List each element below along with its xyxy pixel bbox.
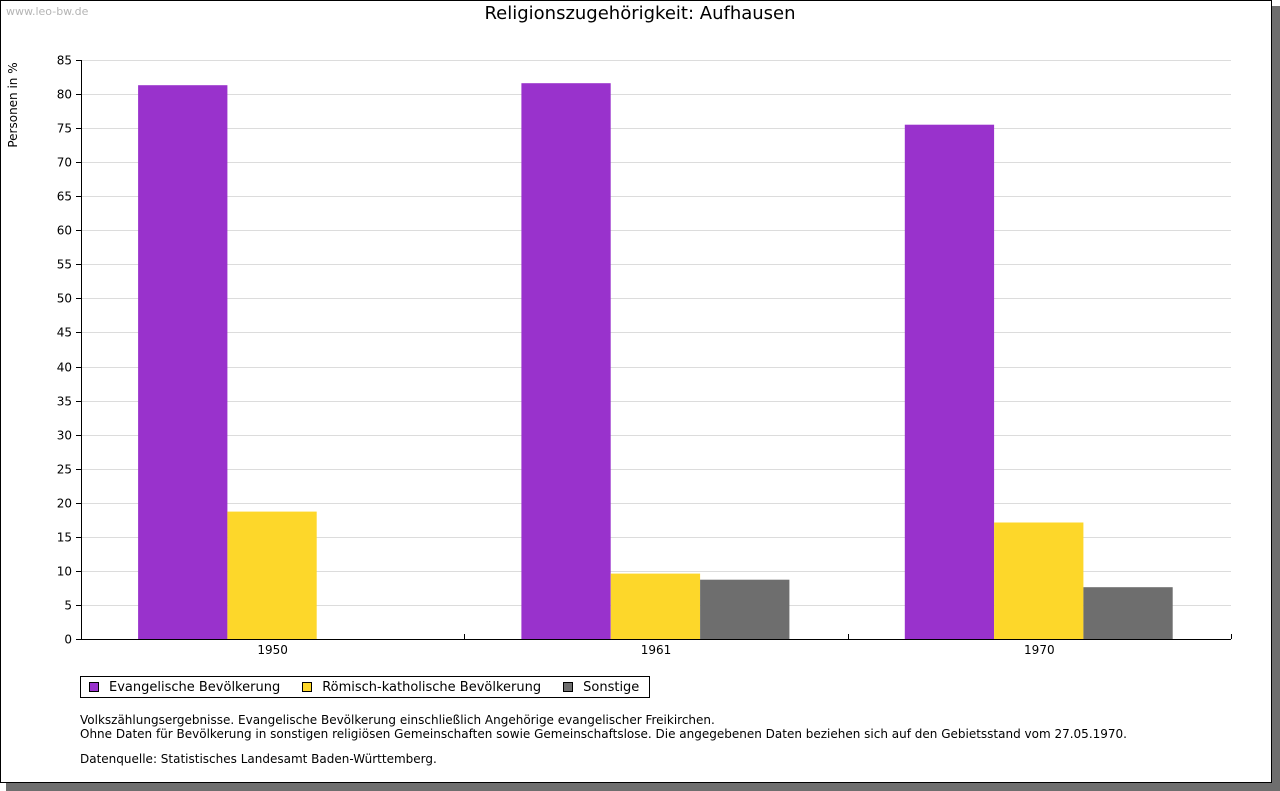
y-tick-label: 60 (57, 224, 72, 238)
bar (227, 511, 317, 639)
bar (521, 83, 611, 639)
bar (138, 85, 228, 639)
y-tick-label: 80 (57, 88, 72, 102)
y-tick-label: 75 (57, 122, 72, 136)
y-tick-label: 85 (57, 54, 72, 68)
y-tick-label: 20 (57, 497, 72, 511)
y-tick-label: 15 (57, 531, 72, 545)
y-tick-label: 35 (57, 395, 72, 409)
bar (700, 579, 790, 639)
y-tick-label: 10 (57, 565, 72, 579)
bar (1083, 587, 1173, 639)
y-tick-label: 50 (57, 292, 72, 306)
legend-label: Römisch-katholische Bevölkerung (322, 679, 542, 695)
legend-label: Evangelische Bevölkerung (109, 679, 281, 695)
y-tick-label: 55 (57, 258, 72, 272)
bar (994, 522, 1084, 639)
y-tick-label: 70 (57, 156, 72, 170)
legend-item: Evangelische Bevölkerung (89, 680, 280, 695)
bar (904, 124, 995, 639)
frame-shadow-bottom (6, 783, 1280, 791)
y-tick-label: 25 (57, 463, 72, 477)
y-tick-label: 30 (57, 429, 72, 443)
legend-item: Römisch-katholische Bevölkerung (302, 680, 541, 695)
chart-notes: Volkszählungsergebnisse. Evangelische Be… (80, 713, 1127, 741)
note-line-2: Ohne Daten für Bevölkerung in sonstigen … (80, 727, 1127, 741)
y-tick-label: 5 (64, 599, 72, 613)
note-line-1: Volkszählungsergebnisse. Evangelische Be… (80, 713, 715, 727)
x-tick-label: 1970 (1024, 643, 1055, 657)
y-tick-label: 0 (64, 633, 72, 647)
x-tick-label: 1961 (641, 643, 672, 657)
y-tick-label: 40 (57, 361, 72, 375)
y-tick-label: 65 (57, 190, 72, 204)
legend-swatch (563, 682, 574, 692)
chart-legend: Evangelische Bevölkerung Römisch-katholis… (80, 676, 651, 698)
chart-title: Religionszugehörigkeit: Aufhausen (484, 3, 796, 24)
data-source: Datenquelle: Statistisches Landesamt Bad… (80, 752, 437, 766)
legend-swatch (302, 682, 313, 692)
legend-label: Sonstige (583, 679, 640, 695)
legend-item: Sonstige (563, 680, 639, 695)
legend-swatch (89, 682, 99, 692)
frame-shadow-right (1272, 6, 1280, 791)
y-tick-label: 45 (57, 326, 72, 340)
watermark: www.leo-bw.de (6, 5, 89, 18)
bar (610, 573, 701, 639)
x-tick-label: 1950 (257, 643, 288, 657)
